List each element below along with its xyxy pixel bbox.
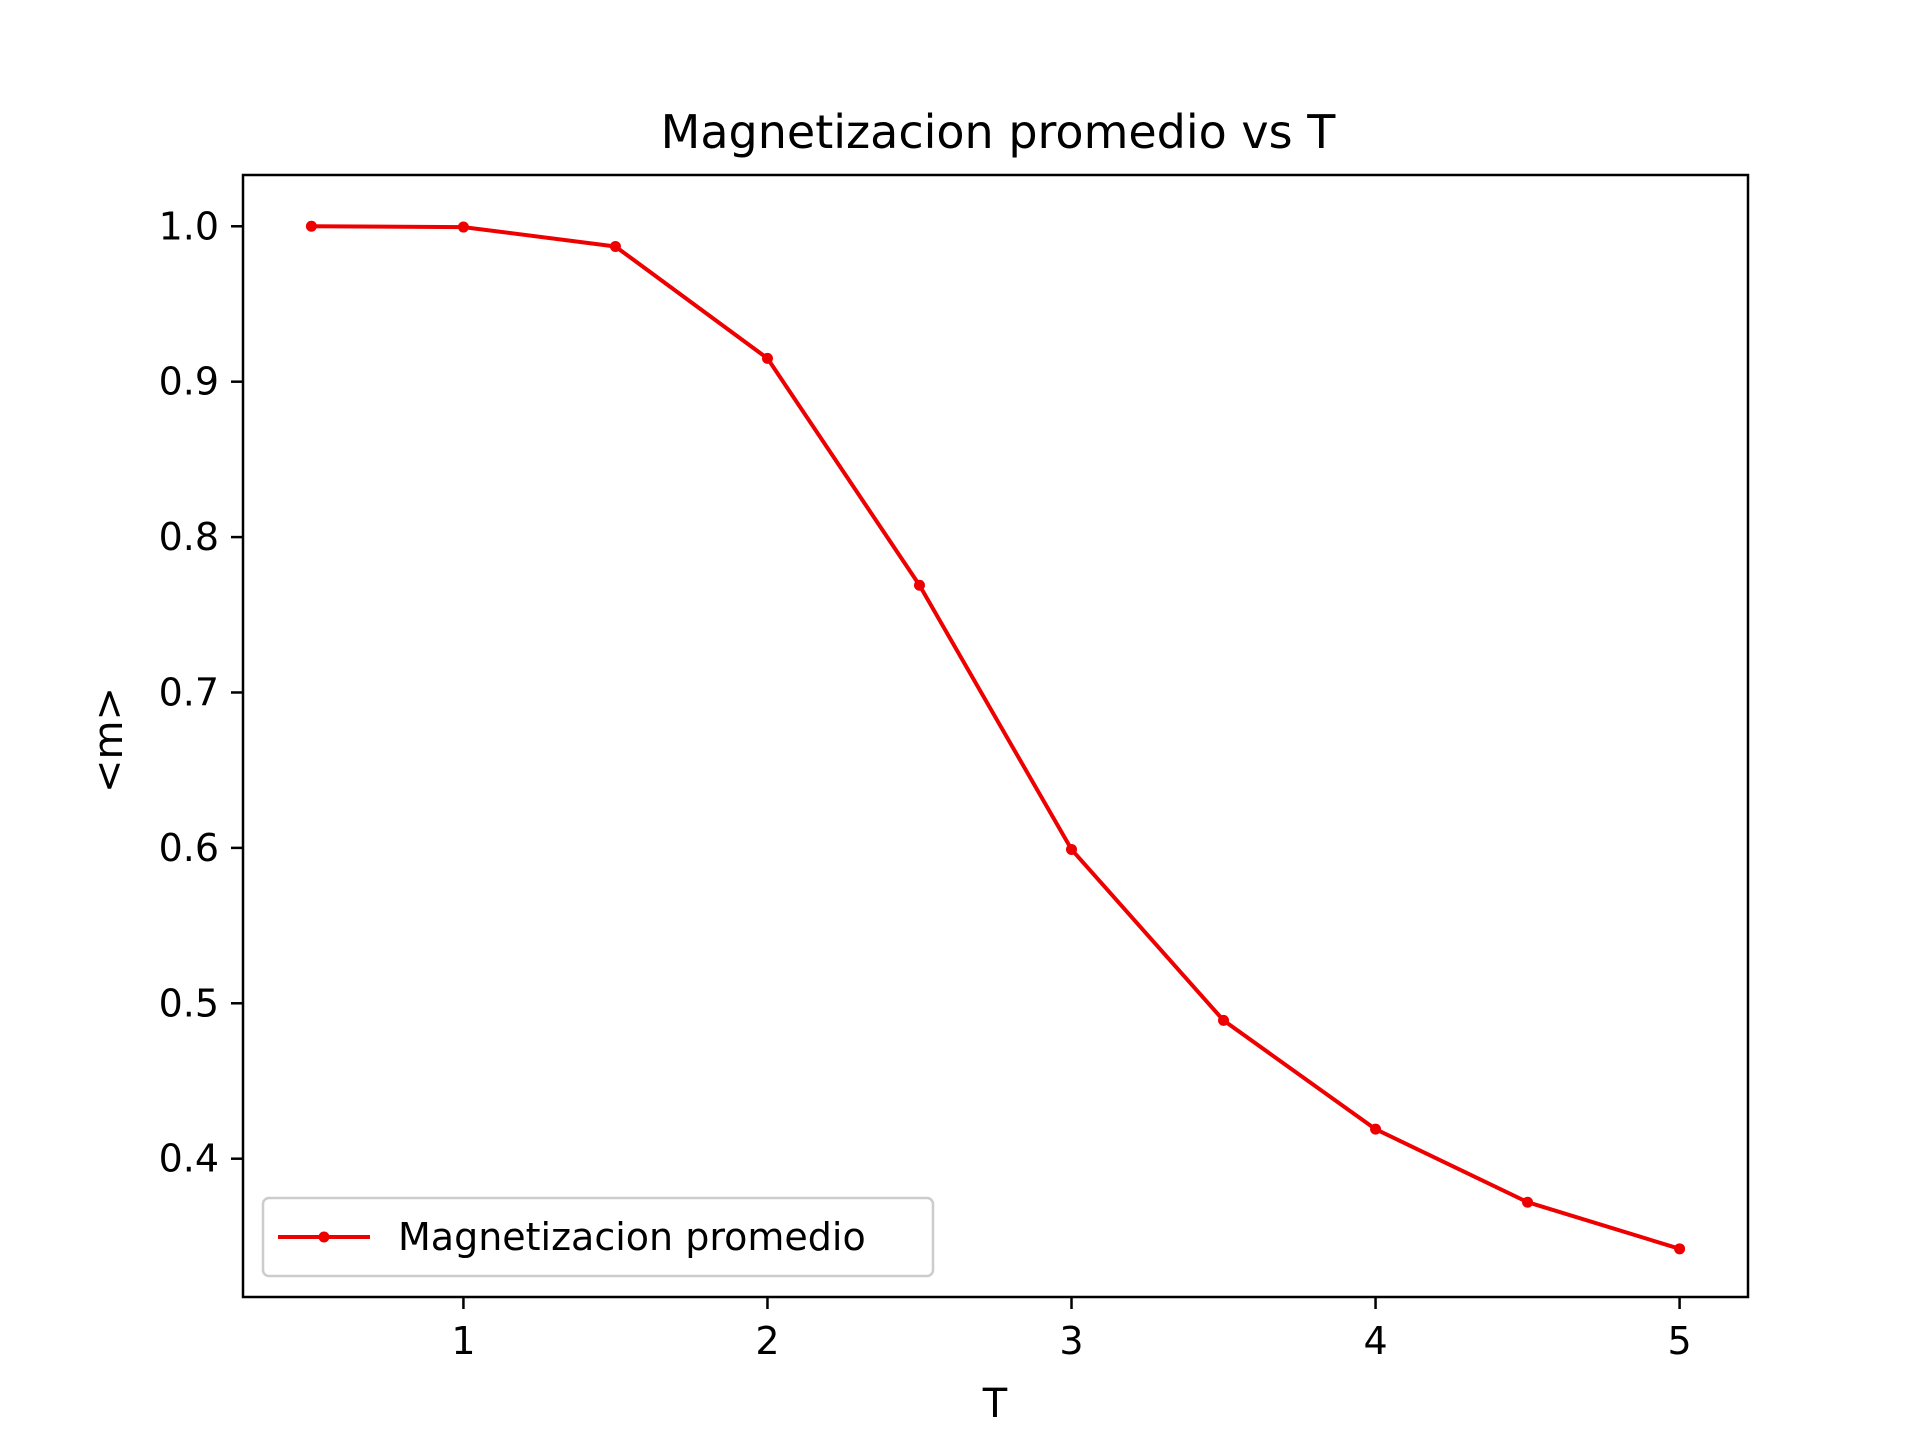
y-tick-label: 1.0 xyxy=(159,204,219,248)
data-point xyxy=(1066,843,1078,855)
legend-label: Magnetizacion promedio xyxy=(398,1215,866,1259)
data-point xyxy=(1522,1196,1534,1208)
series-line xyxy=(311,224,1681,1251)
x-tick-label: 4 xyxy=(1363,1319,1387,1363)
data-point xyxy=(457,221,469,233)
data-point xyxy=(1218,1014,1230,1026)
data-point xyxy=(609,240,621,252)
legend-box xyxy=(261,1196,935,1278)
x-axis-ticks: 1 2 3 4 5 xyxy=(451,1297,1692,1363)
legend-marker xyxy=(318,1231,330,1243)
y-axis-ticks: 0.4 0.5 0.6 0.7 0.8 0.9 1.0 xyxy=(159,204,243,1181)
x-tick-label: 2 xyxy=(755,1319,779,1363)
data-point xyxy=(761,352,773,364)
data-point xyxy=(913,579,925,591)
chart-title: Magnetizacion promedio vs T xyxy=(661,105,1337,159)
y-tick-label: 0.9 xyxy=(159,360,219,404)
y-axis-label: <m> xyxy=(86,687,132,793)
y-tick-label: 0.6 xyxy=(159,826,219,870)
series-layer xyxy=(305,220,1686,1255)
data-point xyxy=(1674,1243,1686,1255)
x-tick-label: 5 xyxy=(1667,1319,1691,1363)
y-tick-label: 0.4 xyxy=(159,1137,219,1181)
x-tick-label: 3 xyxy=(1059,1319,1083,1363)
y-tick-label: 0.5 xyxy=(159,981,219,1025)
data-point xyxy=(1370,1123,1382,1135)
x-tick-label: 1 xyxy=(451,1319,475,1363)
legend: Magnetizacion promedio xyxy=(261,1196,935,1278)
data-point xyxy=(305,220,317,232)
x-axis-label: T xyxy=(982,1381,1008,1427)
y-tick-label: 0.8 xyxy=(159,515,219,559)
plot-frame xyxy=(241,173,1750,1299)
y-tick-label: 0.7 xyxy=(159,670,219,714)
